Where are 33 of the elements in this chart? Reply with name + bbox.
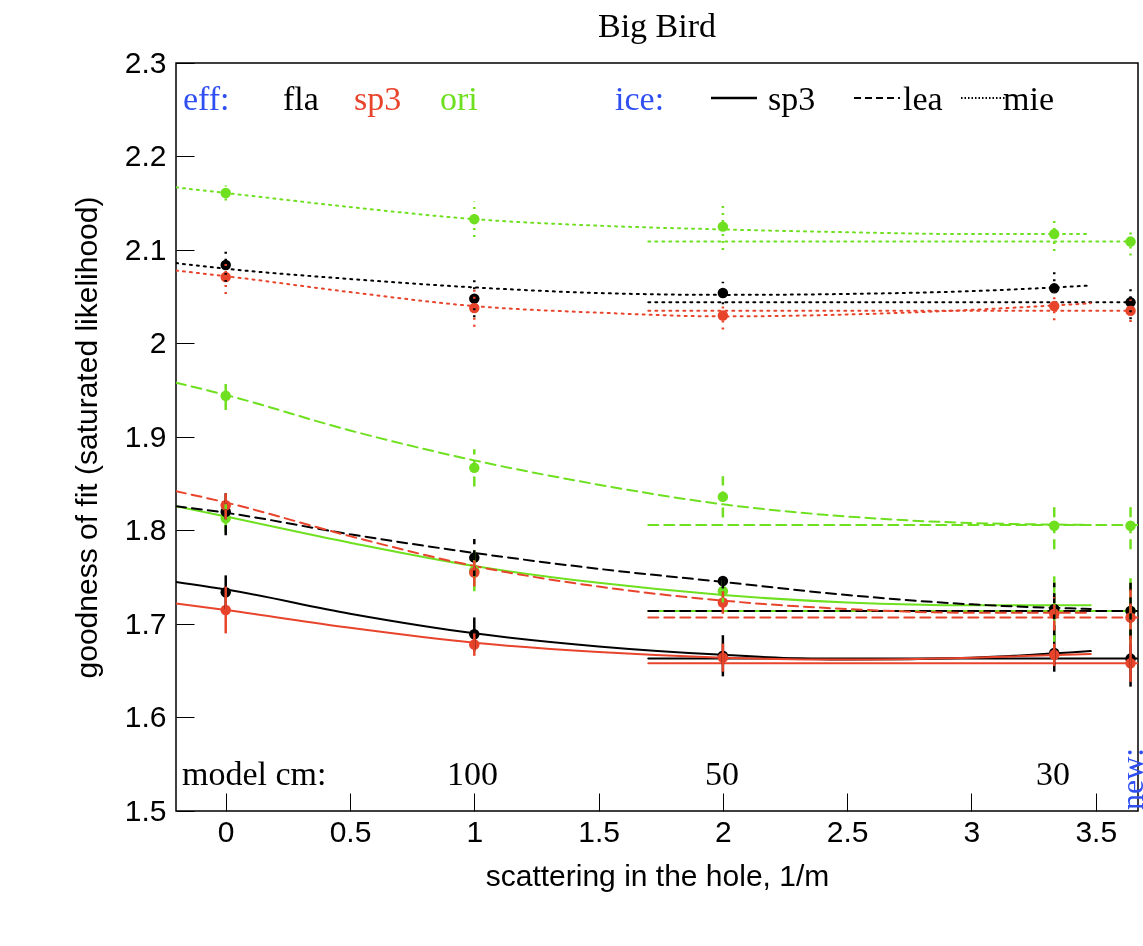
y-tick-label: 2.1 [124,232,167,266]
annotation: model cm: [182,755,327,792]
x-tick-label: 1.5 [578,814,620,848]
x-tick-label: 0.5 [329,814,372,848]
x-tick-label: 1 [466,814,484,848]
y-tick-label: 1.5 [124,793,167,827]
annotation: ice: [615,80,665,117]
x-axis-title: scattering in the hole, 1/m [485,858,830,892]
annotation: 100 [447,755,498,792]
y-tick-label: 2.3 [124,45,167,79]
y-tick-label: 1.7 [124,606,167,640]
x-tick-label: 3.5 [1075,814,1118,848]
annotation: fla [283,80,319,117]
y-tick-label: 2 [149,326,167,359]
annotation: lea [903,80,943,117]
chart-title: Big Bird [597,7,717,44]
annotation: new: [1114,747,1143,810]
annotation: 30 [1036,755,1070,792]
annotation: 50 [705,755,739,792]
y-tick-label: 1.9 [124,419,167,453]
x-tick-label: 2.5 [826,814,869,848]
annotation: sp3 [768,80,816,117]
y-tick-label: 2.2 [124,139,167,172]
x-tick-label: 2 [715,814,732,848]
annotation: mie [1003,80,1054,117]
y-tick-label: 1.6 [124,700,167,733]
annotation: eff: [183,80,230,117]
y-axis-title: goodness of fit (saturated likelihood) [69,196,103,679]
y-tick-label: 1.8 [124,513,167,546]
annotation: ori [440,80,478,117]
x-tick-label: 0 [217,814,235,848]
annotation: sp3 [354,80,402,117]
x-tick-label: 3 [963,814,981,848]
